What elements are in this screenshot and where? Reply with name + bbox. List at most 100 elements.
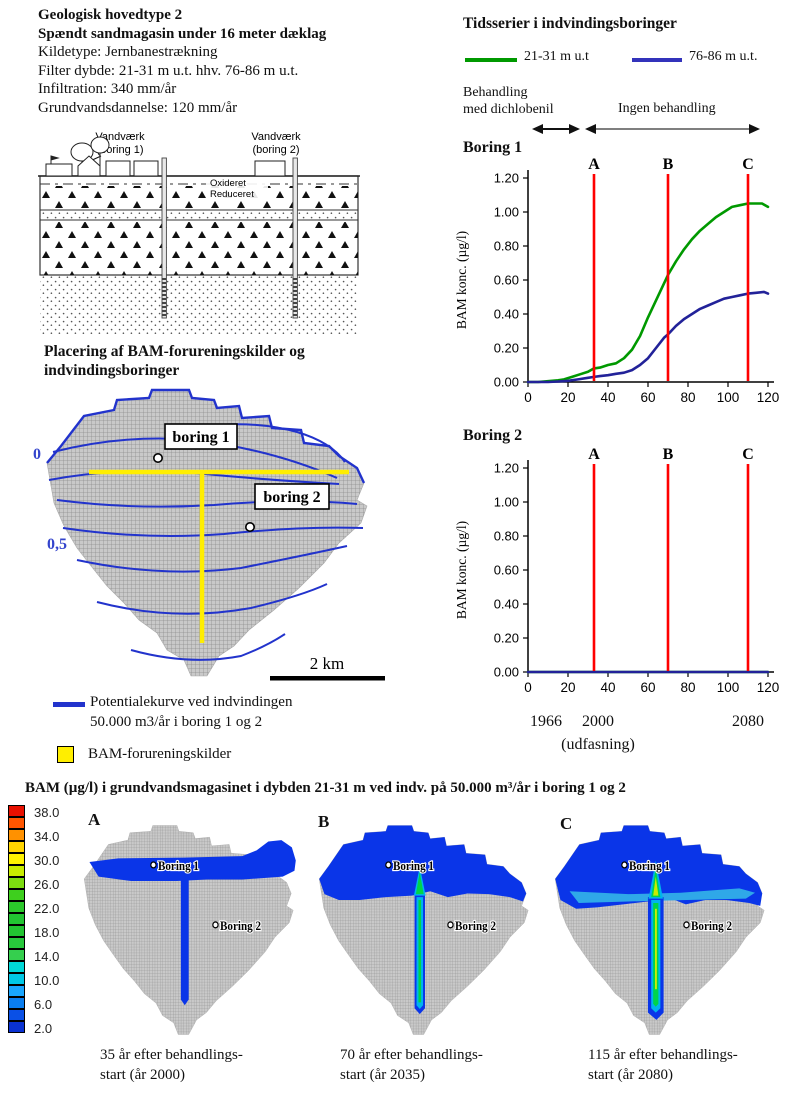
info-grundvandsdannelse: Grundvandsdannelse: 120 mm/år — [38, 99, 238, 116]
scenario-label-B: B — [663, 448, 674, 463]
phase1-label: Behandling med dichlobenil — [463, 84, 554, 118]
scale-cell — [8, 829, 25, 842]
scenario-label-A: A — [588, 158, 600, 173]
y-tick-label: 0.20 — [494, 341, 519, 356]
map-a-caption-line1: 35 år efter behandlings- — [100, 1047, 243, 1063]
scale-row — [8, 865, 59, 878]
scale-bar — [270, 676, 385, 681]
boring2-marker — [212, 921, 219, 929]
map-c: Boring 1 Boring 2 — [554, 825, 765, 1035]
scale-tick-label: 30.0 — [34, 852, 60, 868]
scale-row: 14.0 — [8, 948, 60, 964]
boring2-marker — [245, 522, 256, 533]
y-tick-label: 0.60 — [494, 273, 519, 288]
scale-tick-label: 22.0 — [34, 900, 60, 916]
scale-row — [8, 985, 59, 998]
scale-cell — [8, 997, 25, 1010]
scale-tick-label: 34.0 — [34, 828, 60, 844]
info-kildetype: Kildetype: Jernbanestrækning — [38, 44, 218, 60]
boring2-label: Boring 2 — [691, 919, 732, 933]
y-tick-label: 1.20 — [494, 171, 519, 186]
village — [45, 136, 286, 177]
boring1-label: Boring 1 — [158, 860, 199, 874]
plume-vertical-yellow — [655, 908, 657, 990]
boring1-marker — [150, 861, 157, 869]
contour-value-05: 0,5 — [47, 536, 67, 553]
map-b-caption: 70 år efter behandlings- start (år 2035) — [340, 1045, 483, 1085]
phase-arrows — [532, 124, 760, 134]
x-tick-label: 120 — [757, 680, 780, 695]
boring1-callout: boring 1 — [153, 423, 238, 464]
scale-row: 10.0 — [8, 973, 59, 988]
y-tick-label: 0.60 — [494, 563, 519, 578]
scale-row: 6.0 — [8, 997, 59, 1012]
legend-contour-text: Potentialekurve ved indvindingen 50.000 … — [90, 692, 292, 732]
y-tick-label: 0.40 — [494, 307, 519, 322]
scale-row — [8, 913, 59, 926]
tree — [90, 136, 110, 154]
scale-cell — [8, 805, 25, 818]
map-b: Boring 1 Boring 2 — [318, 825, 529, 1035]
scale-row: 18.0 — [8, 925, 59, 940]
scale-tick-label: 14.0 — [34, 948, 60, 964]
scale-cell — [8, 925, 25, 938]
y-tick-label: 1.00 — [494, 495, 519, 510]
scale-cell — [8, 841, 25, 854]
scale-tick-label: 2.0 — [34, 1020, 53, 1036]
scale-cell — [8, 853, 25, 866]
scale-row — [8, 937, 59, 950]
contour-line — [96, 583, 328, 615]
boring1-label: boring 1 — [172, 429, 229, 446]
map-title-line2: indvindingsboringer — [44, 362, 180, 379]
oxidized-label: Oxideret — [210, 178, 246, 189]
well-2-casing — [292, 157, 298, 319]
legend-shallow-label: 21-31 m u.t — [524, 49, 589, 64]
well-1-casing — [161, 157, 167, 319]
legend-deep-label: 76-86 m u.t. — [689, 49, 758, 64]
map-a-caption: 35 år efter behandlings- start (år 2000) — [100, 1045, 243, 1085]
scale-row: 34.0 — [8, 828, 60, 844]
x-tick-label: 80 — [680, 680, 695, 695]
boring1-label: Boring 1 — [629, 860, 670, 874]
scale-cell — [8, 973, 25, 986]
timeseries-title: Tidsserier i indvindingsboringer — [463, 15, 677, 32]
map-b-caption-line1: 70 år efter behandlings- — [340, 1047, 483, 1063]
legend-contour-swatch — [53, 702, 85, 707]
scenario-label-A: A — [588, 448, 600, 463]
map-b-letter: B — [318, 812, 330, 831]
scale-cell — [8, 1021, 25, 1034]
boring1-label: Boring 1 — [393, 860, 434, 874]
info-title-1: Geologisk hovedtype 2 — [38, 7, 183, 23]
contour-value-0: 0 — [33, 446, 41, 463]
x-tick-label: 40 — [600, 390, 615, 405]
map-title: Placering af BAM-forureningskilder og in… — [44, 342, 305, 380]
reduced-label: Reduceret — [210, 189, 254, 200]
x-tick-label: 0 — [524, 680, 532, 695]
y-tick-label: 0.80 — [494, 239, 519, 254]
phase1-line1: Behandling — [463, 85, 528, 100]
map-c-caption-line1: 115 år efter behandlings- — [588, 1047, 738, 1063]
map-b-caption-line2: start (år 2035) — [340, 1067, 425, 1083]
building — [45, 163, 73, 177]
map-a-caption-line2: start (år 2000) — [100, 1067, 185, 1083]
plume-vertical — [180, 879, 189, 1006]
info-block: Geologisk hovedtype 2 Spændt sandmagasin… — [38, 6, 326, 117]
scale-row — [8, 817, 59, 830]
contour-line — [62, 526, 364, 537]
plume-top — [319, 825, 527, 902]
waterworks-1-building — [133, 160, 159, 177]
x-tick-label: 60 — [640, 680, 655, 695]
scale-row — [8, 1009, 59, 1022]
scale-row: 30.0 — [8, 852, 60, 868]
scale-cell — [8, 1009, 25, 1022]
plume-top — [555, 825, 763, 909]
scale-tick-label: 38.0 — [34, 804, 60, 820]
phaseout-note: (udfasning) — [561, 736, 635, 753]
well-1 — [161, 157, 167, 319]
x-tick-label: 0 — [524, 390, 532, 405]
phase2-arrow — [585, 124, 760, 134]
boring2-label: Boring 2 — [220, 919, 261, 933]
boring2-marker — [683, 921, 690, 929]
chart-boring1: 0.00 0.20 0.40 0.60 0.80 1.00 1.20 0 20 40 60 80 100… — [454, 158, 779, 405]
map-a-letter: A — [88, 810, 101, 829]
